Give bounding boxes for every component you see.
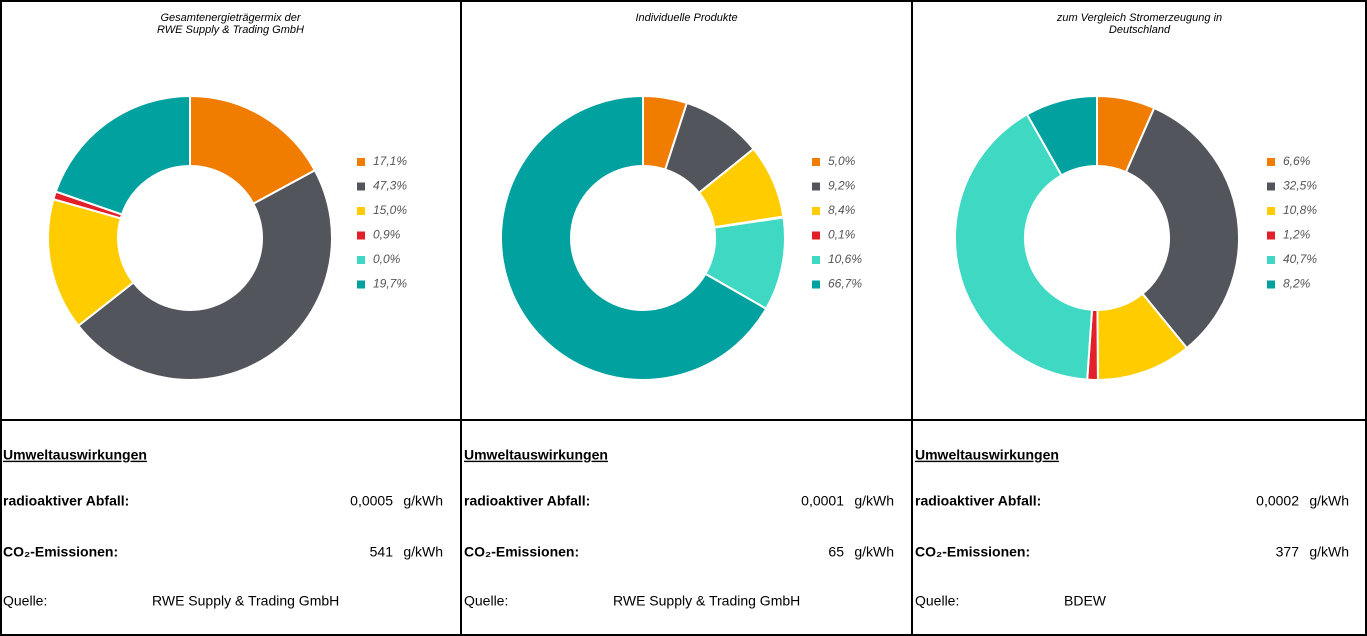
table-heading: Umweltauswirkungen <box>3 447 147 463</box>
row-label: radioaktiver Abfall: <box>464 493 590 509</box>
legend-swatch <box>1267 256 1275 264</box>
legend-swatch <box>1267 207 1275 215</box>
legend-label: 10,8% <box>1283 203 1317 217</box>
legend-swatch <box>812 207 820 215</box>
row-unit: g/kWh <box>403 544 443 560</box>
legend-label: 10,6% <box>828 252 862 266</box>
legend-swatch <box>812 256 820 264</box>
donut-slice <box>54 94 191 216</box>
row-unit: g/kWh <box>1309 544 1349 560</box>
chart-title: Individuelle Produkte <box>635 12 737 24</box>
chart-title: Gesamtenergieträgermix der <box>160 12 301 24</box>
chart-title: Deutschland <box>1109 24 1171 36</box>
row-label: CO₂-Emissionen: <box>3 544 118 560</box>
row-label: CO₂-Emissionen: <box>915 544 1030 560</box>
legend-label: 5,0% <box>828 154 856 168</box>
source: BDEW <box>1064 593 1107 609</box>
row-unit: g/kWh <box>854 544 894 560</box>
row-unit: g/kWh <box>854 493 894 509</box>
chart-title: RWE Supply & Trading GmbH <box>157 24 304 36</box>
source-label: Quelle: <box>915 593 959 609</box>
legend-swatch <box>1267 280 1275 289</box>
legend-swatch <box>812 231 820 240</box>
row-unit: g/kWh <box>1309 493 1349 509</box>
table-heading: Umweltauswirkungen <box>915 447 1059 463</box>
row-unit: g/kWh <box>403 493 443 509</box>
donut-slice <box>1124 106 1240 350</box>
legend-label: 1,2% <box>1283 228 1311 242</box>
legend-label: 40,7% <box>1283 252 1317 266</box>
legend-swatch <box>357 207 365 215</box>
row-value: 0,0002 <box>1256 493 1299 509</box>
donut-slice <box>954 113 1094 381</box>
legend-swatch <box>357 256 365 264</box>
legend-swatch <box>812 182 820 191</box>
legend-swatch <box>357 182 365 191</box>
row-label: radioaktiver Abfall: <box>3 493 129 509</box>
legend-swatch <box>357 158 365 166</box>
row-value: 377 <box>1276 544 1300 560</box>
legend-swatch <box>1267 158 1275 166</box>
legend-label: 6,6% <box>1283 154 1311 168</box>
legend-label: 19,7% <box>373 277 407 291</box>
source: RWE Supply & Trading GmbH <box>152 593 339 609</box>
legend-swatch <box>812 158 820 166</box>
donut-slice <box>1025 94 1098 177</box>
row-label: CO₂-Emissionen: <box>464 544 579 560</box>
legend-swatch <box>357 231 365 240</box>
donut-slice <box>76 169 333 381</box>
legend-label: 15,0% <box>373 203 407 217</box>
legend-swatch <box>1267 182 1275 191</box>
legend-label: 0,9% <box>373 228 401 242</box>
chart-title: zum Vergleich Stromerzeugung in <box>1056 12 1222 24</box>
legend-label: 0,0% <box>373 252 401 266</box>
legend-swatch <box>812 280 820 289</box>
legend-swatch <box>1267 231 1275 240</box>
source-label: Quelle: <box>3 593 47 609</box>
donut-slice <box>189 94 317 206</box>
legend-label: 47,3% <box>373 179 407 193</box>
legend-label: 0,1% <box>828 228 856 242</box>
row-value: 541 <box>370 544 394 560</box>
row-value: 0,0005 <box>350 493 393 509</box>
source-label: Quelle: <box>464 593 508 609</box>
row-label: radioaktiver Abfall: <box>915 493 1041 509</box>
legend-label: 8,2% <box>1283 277 1311 291</box>
table-heading: Umweltauswirkungen <box>464 447 608 463</box>
legend-swatch <box>357 280 365 289</box>
legend-label: 8,4% <box>828 203 856 217</box>
row-value: 65 <box>828 544 844 560</box>
legend-label: 17,1% <box>373 154 407 168</box>
donut-slice <box>500 94 768 381</box>
row-value: 0,0001 <box>801 493 844 509</box>
legend-label: 32,5% <box>1283 179 1317 193</box>
source: RWE Supply & Trading GmbH <box>613 593 800 609</box>
legend-label: 66,7% <box>828 277 862 291</box>
legend-label: 9,2% <box>828 179 856 193</box>
